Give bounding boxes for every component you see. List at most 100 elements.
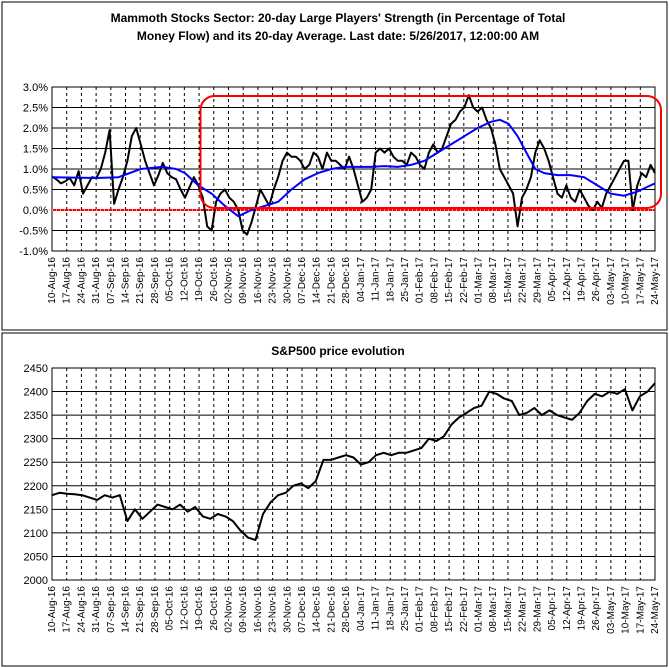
x-tick-label: 11-Jan-17: [371, 586, 382, 631]
series-line-20-day-average: [51, 118, 656, 218]
x-tick-label: 24-May-17: [650, 257, 661, 305]
x-tick-label: 21-Sep-16: [135, 257, 146, 304]
y-tick-label: 0.0%: [23, 205, 48, 217]
y-tick-label: 2350: [24, 410, 48, 422]
x-tick-label: 17-Aug-16: [62, 586, 73, 633]
x-tick-label: 22-Feb-17: [459, 257, 470, 304]
x-tick-label: 11-Jan-17: [371, 257, 382, 302]
x-tick-label: 21-Dec-16: [326, 586, 337, 633]
y-tick-label: 1.5%: [23, 144, 48, 156]
x-tick-label: 07-Sep-16: [106, 257, 117, 304]
x-tick-label: 09-Nov-16: [238, 586, 249, 633]
x-tick-label: 24-Aug-16: [76, 586, 87, 633]
x-tick-label: 28-Sep-16: [150, 586, 161, 633]
x-tick-label: 10-May-17: [621, 257, 632, 305]
x-tick-label: 26-Oct-16: [209, 257, 220, 302]
series-line-s-p500: [51, 382, 656, 541]
x-tick-label: 14-Dec-16: [312, 257, 323, 304]
chart-title-line-1: Mammoth Stocks Sector: 20-day Large Play…: [111, 11, 566, 25]
y-tick-label: -0.5%: [19, 226, 48, 238]
y-tick-label: 1.0%: [23, 164, 48, 176]
x-tick-label: 08-Mar-17: [488, 257, 499, 304]
y-tick-label: 2100: [24, 528, 48, 540]
x-tick-label: 01-Mar-17: [474, 586, 485, 633]
x-tick-label: 28-Dec-16: [341, 586, 352, 633]
x-tick-label: 14-Sep-16: [121, 586, 132, 633]
y-tick-label: 0.5%: [23, 185, 48, 197]
x-tick-label: 26-Apr-17: [591, 257, 602, 302]
x-tick-label: 29-Mar-17: [532, 257, 543, 304]
x-tick-label: 18-Jan-17: [385, 257, 396, 302]
x-tick-label: 15-Mar-17: [503, 586, 514, 633]
x-tick-label: 10-Aug-16: [47, 257, 58, 304]
x-tick-label: 24-Aug-16: [76, 257, 87, 304]
x-tick-label: 17-Aug-16: [62, 257, 73, 304]
x-tick-label: 07-Sep-16: [106, 586, 117, 633]
plot-area-frame: [51, 86, 656, 252]
x-tick-label: 22-Mar-17: [518, 257, 529, 304]
x-tick-label: 21-Sep-16: [135, 586, 146, 633]
x-tick-label: 17-May-17: [635, 257, 646, 305]
x-tick-label: 03-May-17: [606, 257, 617, 305]
x-tick-label: 15-Mar-17: [503, 257, 514, 304]
x-tick-label: 08-Feb-17: [429, 257, 440, 304]
x-tick-label: 04-Jan-17: [356, 257, 367, 302]
x-tick-label: 12-Apr-17: [562, 586, 573, 631]
x-tick-label: 05-Oct-16: [165, 586, 176, 631]
x-tick-label: 14-Sep-16: [121, 257, 132, 304]
x-tick-label: 10-May-17: [621, 586, 632, 634]
x-tick-label: 19-Oct-16: [194, 257, 205, 302]
x-tick-label: 12-Oct-16: [179, 257, 190, 302]
highlight-box: [199, 95, 663, 209]
y-tick-label: 2250: [24, 457, 48, 469]
x-tick-label: 03-May-17: [606, 586, 617, 634]
plot-area-frame: [51, 367, 656, 581]
x-tick-label: 28-Sep-16: [150, 257, 161, 304]
x-tick-label: 16-Nov-16: [253, 257, 264, 304]
y-tick-label: -1.0%: [19, 246, 48, 258]
series-line-strength: [51, 94, 656, 236]
x-tick-label: 01-Feb-17: [415, 586, 426, 633]
x-tick-label: 31-Aug-16: [91, 257, 102, 304]
x-tick-label: 26-Apr-17: [591, 586, 602, 631]
x-tick-label: 29-Mar-17: [532, 586, 543, 633]
x-tick-label: 07-Dec-16: [297, 586, 308, 633]
x-tick-label: 02-Nov-16: [223, 257, 234, 304]
chart-panel-1: Mammoth Stocks Sector: 20-day Large Play…: [1, 1, 668, 331]
x-tick-label: 08-Feb-17: [429, 586, 440, 633]
x-tick-label: 08-Mar-17: [488, 586, 499, 633]
y-tick-label: 2050: [24, 551, 48, 563]
x-tick-label: 23-Nov-16: [268, 257, 279, 304]
x-tick-label: 26-Oct-16: [209, 586, 220, 631]
x-tick-label: 19-Apr-17: [576, 257, 587, 302]
x-tick-label: 18-Jan-17: [385, 586, 396, 631]
panel-frame: [1, 1, 668, 331]
x-tick-label: 15-Feb-17: [444, 257, 455, 304]
x-tick-label: 04-Jan-17: [356, 586, 367, 631]
y-tick-label: 2.0%: [23, 123, 48, 135]
chart-title-line-1: S&P500 price evolution: [271, 344, 404, 358]
x-tick-label: 12-Oct-16: [179, 586, 190, 631]
x-tick-label: 21-Dec-16: [326, 257, 337, 304]
x-tick-label: 28-Dec-16: [341, 257, 352, 304]
x-tick-label: 02-Nov-16: [223, 586, 234, 633]
x-tick-label: 01-Mar-17: [474, 257, 485, 304]
x-tick-label: 14-Dec-16: [312, 586, 323, 633]
x-tick-label: 05-Apr-17: [547, 586, 558, 631]
x-tick-label: 05-Oct-16: [165, 257, 176, 302]
x-tick-label: 09-Nov-16: [238, 257, 249, 304]
chart-panel-2: S&P500 price evolution 2000 2050 2100 2150 22…: [1, 332, 668, 667]
y-tick-label: 2150: [24, 504, 48, 516]
x-tick-label: 24-May-17: [650, 586, 661, 634]
x-tick-label: 12-Apr-17: [562, 257, 573, 302]
x-tick-label: 07-Dec-16: [297, 257, 308, 304]
x-tick-label: 30-Nov-16: [282, 257, 293, 304]
x-tick-label: 19-Apr-17: [576, 586, 587, 631]
x-tick-label: 22-Feb-17: [459, 586, 470, 633]
x-tick-label: 25-Jan-17: [400, 586, 411, 631]
x-tick-label: 05-Apr-17: [547, 257, 558, 302]
x-tick-label: 15-Feb-17: [444, 586, 455, 633]
y-tick-label: 2450: [24, 363, 48, 375]
